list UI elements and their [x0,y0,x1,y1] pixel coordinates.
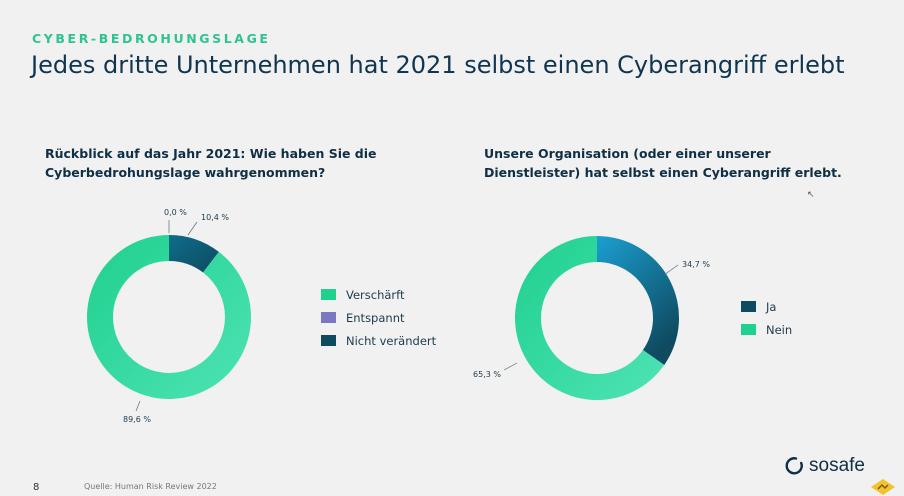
legend-item-nein: Nein [741,318,792,341]
leader-line-versch-rft [135,400,141,412]
data-label-nicht-ver-ndert: 10,4 % [201,213,229,222]
donut-slice-nicht-ver-ndert [169,235,219,273]
leader-line-nein [503,362,518,371]
legend-label-nicht-veraendert: Nicht verändert [346,333,437,348]
corner-badge-icon [871,479,895,495]
legend-item-ja: Ja [741,295,792,318]
chart-1-question-line-1: Rückblick auf das Jahr 2021: Wie haben S… [45,146,377,161]
data-label-entspannt: 0,0 % [164,208,187,217]
leader-line-ja [663,264,679,276]
donut-slice-nein [514,236,665,400]
legend-swatch-entspannt [321,312,336,323]
data-label-nein: 65,3 % [473,370,501,379]
data-label-ja: 34,7 % [682,260,710,269]
legend-item-verschaerft: Verschärft [321,283,436,306]
chart-1-question-line-2: Cyberbedrohungslage wahrgenommen? [45,165,326,180]
leader-line-nicht-ver-ndert [187,221,198,236]
donut-slice-ja [597,236,679,365]
legend-swatch-nein [741,324,756,335]
chart-2-question: Unsere Organisation (oder einer unserer … [484,144,842,182]
legend-swatch-ja [741,301,756,312]
chart-1-question: Rückblick auf das Jahr 2021: Wie haben S… [45,144,377,182]
legend-item-entspannt: Entspannt [321,306,436,329]
chart-2-donut: 34,7 % 65,3 % [473,236,710,400]
legend-label-nein: Nein [766,322,793,337]
legend-item-nicht-veraendert: Nicht verändert [321,329,436,352]
sosafe-logo-text: sosafe [809,455,865,476]
sosafe-logo: sosafe [784,455,865,477]
chart-1-legend: Verschärft Entspannt Nicht verändert [321,283,436,352]
legend-label-verschaerft: Verschärft [346,287,405,302]
donut-slice-versch-rft [87,235,251,399]
chart-2-question-line-1: Unsere Organisation (oder einer unserer [484,146,771,161]
source-note: Quelle: Human Risk Review 2022 [84,482,217,491]
legend-swatch-verschaerft [321,289,336,300]
section-eyebrow: CYBER-BEDROHUNGSLAGE [32,31,271,46]
sosafe-logo-icon [785,457,803,475]
chart-1-donut: 10,4 % 0,0 % 89,6 % [87,208,251,424]
chart-2-legend: Ja Nein [741,295,792,341]
data-label-versch-rft: 89,6 % [123,415,151,424]
mouse-cursor-icon: ↖ [807,190,815,200]
legend-label-entspannt: Entspannt [346,310,405,325]
slide-title: Jedes dritte Unternehmen hat 2021 selbst… [31,51,845,79]
legend-swatch-nicht-veraendert [321,335,336,346]
legend-label-ja: Ja [766,299,777,314]
page-number: 8 [33,482,40,493]
chart-2-question-line-2: Dienstleister) hat selbst einen Cyberang… [484,165,842,180]
